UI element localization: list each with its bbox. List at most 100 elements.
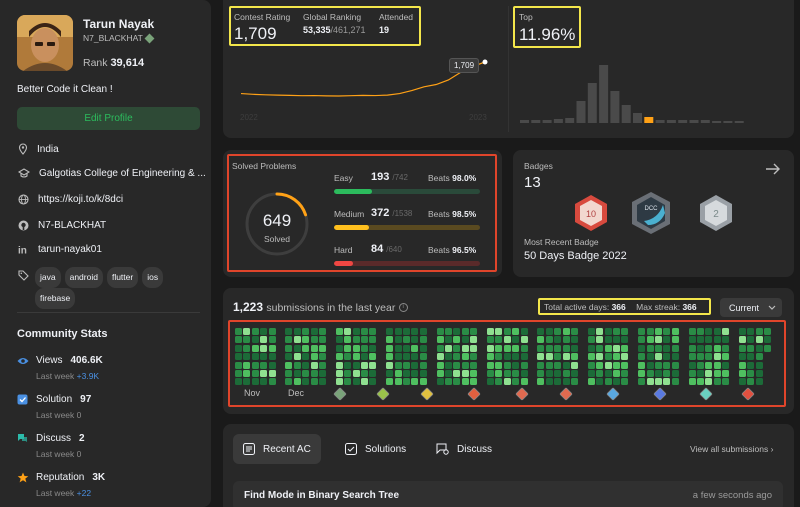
heatmap-cell[interactable]	[310, 378, 318, 386]
heatmap-cell[interactable]	[487, 353, 494, 361]
heatmap-cell[interactable]	[445, 353, 452, 361]
heatmap-cell[interactable]	[604, 378, 612, 386]
heatmap-cell[interactable]	[361, 353, 368, 361]
heatmap-cell[interactable]	[260, 353, 268, 361]
histogram-bar[interactable]	[599, 65, 609, 123]
heatmap-cell[interactable]	[739, 344, 746, 352]
heatmap-cell[interactable]	[520, 378, 528, 386]
heatmap-cell[interactable]	[268, 378, 276, 386]
heatmap-cell[interactable]	[319, 344, 326, 352]
heatmap-cell[interactable]	[646, 353, 654, 361]
heatmap-cell[interactable]	[361, 328, 368, 335]
heatmap-cell[interactable]	[394, 328, 402, 335]
heatmap-cell[interactable]	[655, 328, 662, 335]
heatmap-cell[interactable]	[562, 361, 570, 369]
heatmap-cell[interactable]	[344, 328, 352, 335]
heatmap-cell[interactable]	[638, 361, 646, 369]
heatmap-cell[interactable]	[369, 336, 377, 344]
heatmap-cell[interactable]	[697, 361, 704, 369]
heatmap-cell[interactable]	[604, 370, 612, 377]
heatmap-cell[interactable]	[613, 344, 620, 352]
heatmap-cell[interactable]	[638, 344, 646, 352]
heatmap-cell[interactable]	[335, 370, 343, 377]
heatmap-cell[interactable]	[470, 328, 478, 335]
histogram-bar[interactable]	[678, 120, 688, 123]
heatmap-cell[interactable]	[344, 378, 352, 386]
heatmap-cell[interactable]	[302, 336, 310, 344]
heatmap-cell[interactable]	[562, 344, 570, 352]
heatmap-cell[interactable]	[638, 370, 646, 377]
heatmap-cell[interactable]	[587, 336, 595, 344]
heatmap-cell[interactable]	[713, 378, 721, 386]
heatmap-cell[interactable]	[571, 370, 578, 377]
heatmap-cell[interactable]	[520, 361, 528, 369]
heatmap-cell[interactable]	[335, 336, 343, 344]
heatmap-cell[interactable]	[268, 328, 276, 335]
heatmap-cell[interactable]	[461, 370, 469, 377]
heatmap-cell[interactable]	[445, 370, 452, 377]
heatmap-cell[interactable]	[436, 361, 444, 369]
histogram-bar[interactable]	[633, 113, 642, 123]
heatmap-cell[interactable]	[688, 361, 696, 369]
heatmap-cell[interactable]	[394, 336, 402, 344]
heatmap-cell[interactable]	[747, 344, 755, 352]
heatmap-cell[interactable]	[537, 370, 545, 377]
heatmap-cell[interactable]	[386, 336, 394, 344]
heatmap-cell[interactable]	[251, 328, 259, 335]
heatmap-cell[interactable]	[520, 353, 528, 361]
heatmap-cell[interactable]	[604, 344, 612, 352]
heatmap-cell[interactable]	[352, 328, 360, 335]
heatmap-cell[interactable]	[587, 344, 595, 352]
heatmap-cell[interactable]	[285, 370, 293, 377]
heatmap-cell[interactable]	[344, 361, 352, 369]
heatmap-cell[interactable]	[293, 344, 301, 352]
histogram-bar[interactable]	[576, 101, 586, 123]
heatmap-cell[interactable]	[503, 336, 511, 344]
heatmap-cell[interactable]	[562, 370, 570, 377]
heatmap-cell[interactable]	[470, 353, 478, 361]
heatmap-cell[interactable]	[403, 336, 410, 344]
heatmap-cell[interactable]	[713, 344, 721, 352]
heatmap-cell[interactable]	[764, 344, 772, 352]
heatmap-cell[interactable]	[512, 361, 520, 369]
heatmap-cell[interactable]	[293, 361, 301, 369]
heatmap-cell[interactable]	[251, 336, 259, 344]
heatmap-cell[interactable]	[571, 353, 578, 361]
heatmap-cell[interactable]	[663, 370, 671, 377]
heatmap-cell[interactable]	[285, 328, 293, 335]
heatmap-cell[interactable]	[302, 378, 310, 386]
heatmap-cell[interactable]	[251, 344, 259, 352]
heatmap-cell[interactable]	[554, 361, 562, 369]
heatmap-cell[interactable]	[436, 328, 444, 335]
tab-discuss[interactable]: Discuss	[426, 434, 502, 464]
heatmap-cell[interactable]	[621, 336, 629, 344]
heatmap-cell[interactable]	[520, 344, 528, 352]
heatmap-cell[interactable]	[713, 353, 721, 361]
badges-card[interactable]: Badges 13 10 DCC 2 Most Recent Badge 50 …	[513, 150, 794, 277]
heatmap-cell[interactable]	[495, 353, 503, 361]
heatmap-cell[interactable]	[512, 378, 520, 386]
heatmap-cell[interactable]	[545, 336, 553, 344]
heatmap-cell[interactable]	[419, 361, 427, 369]
heatmap-cell[interactable]	[302, 328, 310, 335]
heatmap-cell[interactable]	[638, 353, 646, 361]
heatmap-cell[interactable]	[285, 353, 293, 361]
heatmap-cell[interactable]	[688, 328, 696, 335]
heatmap-cell[interactable]	[453, 353, 461, 361]
heatmap-cell[interactable]	[386, 344, 394, 352]
heatmap-cell[interactable]	[512, 344, 520, 352]
problem-title[interactable]: Find Mode in Binary Search Tree	[244, 490, 400, 501]
heatmap-cell[interactable]	[739, 353, 746, 361]
heatmap-cell[interactable]	[587, 378, 595, 386]
heatmap-cell[interactable]	[361, 378, 368, 386]
heatmap-cell[interactable]	[453, 328, 461, 335]
heatmap-cell[interactable]	[638, 378, 646, 386]
heatmap-cell[interactable]	[587, 370, 595, 377]
heatmap-cell[interactable]	[436, 378, 444, 386]
histogram-bar[interactable]	[644, 117, 654, 123]
heatmap-cell[interactable]	[512, 336, 520, 344]
heatmap-cell[interactable]	[335, 378, 343, 386]
heatmap-cell[interactable]	[722, 378, 730, 386]
heatmap-cell[interactable]	[713, 336, 721, 344]
heatmap-cell[interactable]	[470, 378, 478, 386]
